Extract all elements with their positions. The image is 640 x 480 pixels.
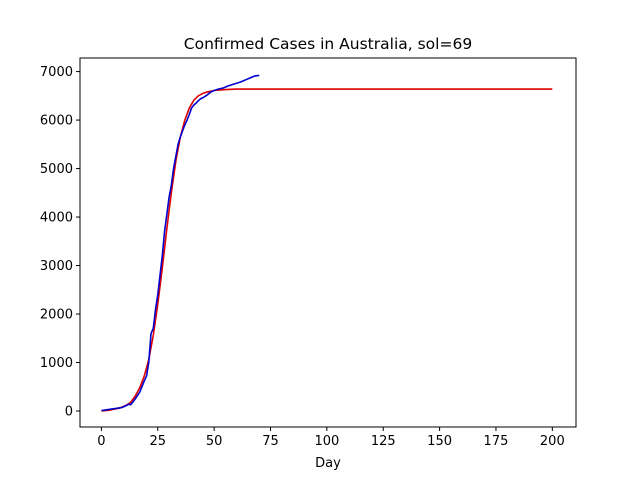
y-tick-label: 0: [65, 404, 73, 419]
x-tick-label: 0: [97, 434, 105, 449]
y-axis: 0 1000 2000 3000 4000 5000 6000 7000: [40, 65, 80, 419]
x-tick-label: 175: [484, 434, 509, 449]
x-tick-label: 25: [150, 434, 167, 449]
x-tick-label: 50: [206, 434, 223, 449]
series-line-1: [101, 74, 260, 412]
chart-title: Confirmed Cases in Australia, sol=69: [184, 35, 472, 53]
y-tick-label: 6000: [40, 114, 73, 129]
plot-frame: [79, 57, 577, 428]
plot-area: [101, 74, 553, 412]
x-axis: 0 25 50 75 100 125 150 175 200: [97, 427, 565, 449]
y-tick-label: 5000: [40, 162, 73, 177]
y-tick-label: 1000: [40, 356, 73, 371]
y-tick-label: 7000: [40, 65, 73, 80]
x-tick-label: 75: [262, 434, 279, 449]
x-tick-label: 150: [427, 434, 452, 449]
x-tick-label: 125: [371, 434, 396, 449]
x-tick-label: 200: [540, 434, 565, 449]
y-tick-label: 3000: [40, 259, 73, 274]
y-tick-label: 4000: [40, 211, 73, 226]
x-tick-label: 100: [314, 434, 339, 449]
y-tick-label: 2000: [40, 308, 73, 323]
x-axis-label: Day: [315, 456, 341, 471]
